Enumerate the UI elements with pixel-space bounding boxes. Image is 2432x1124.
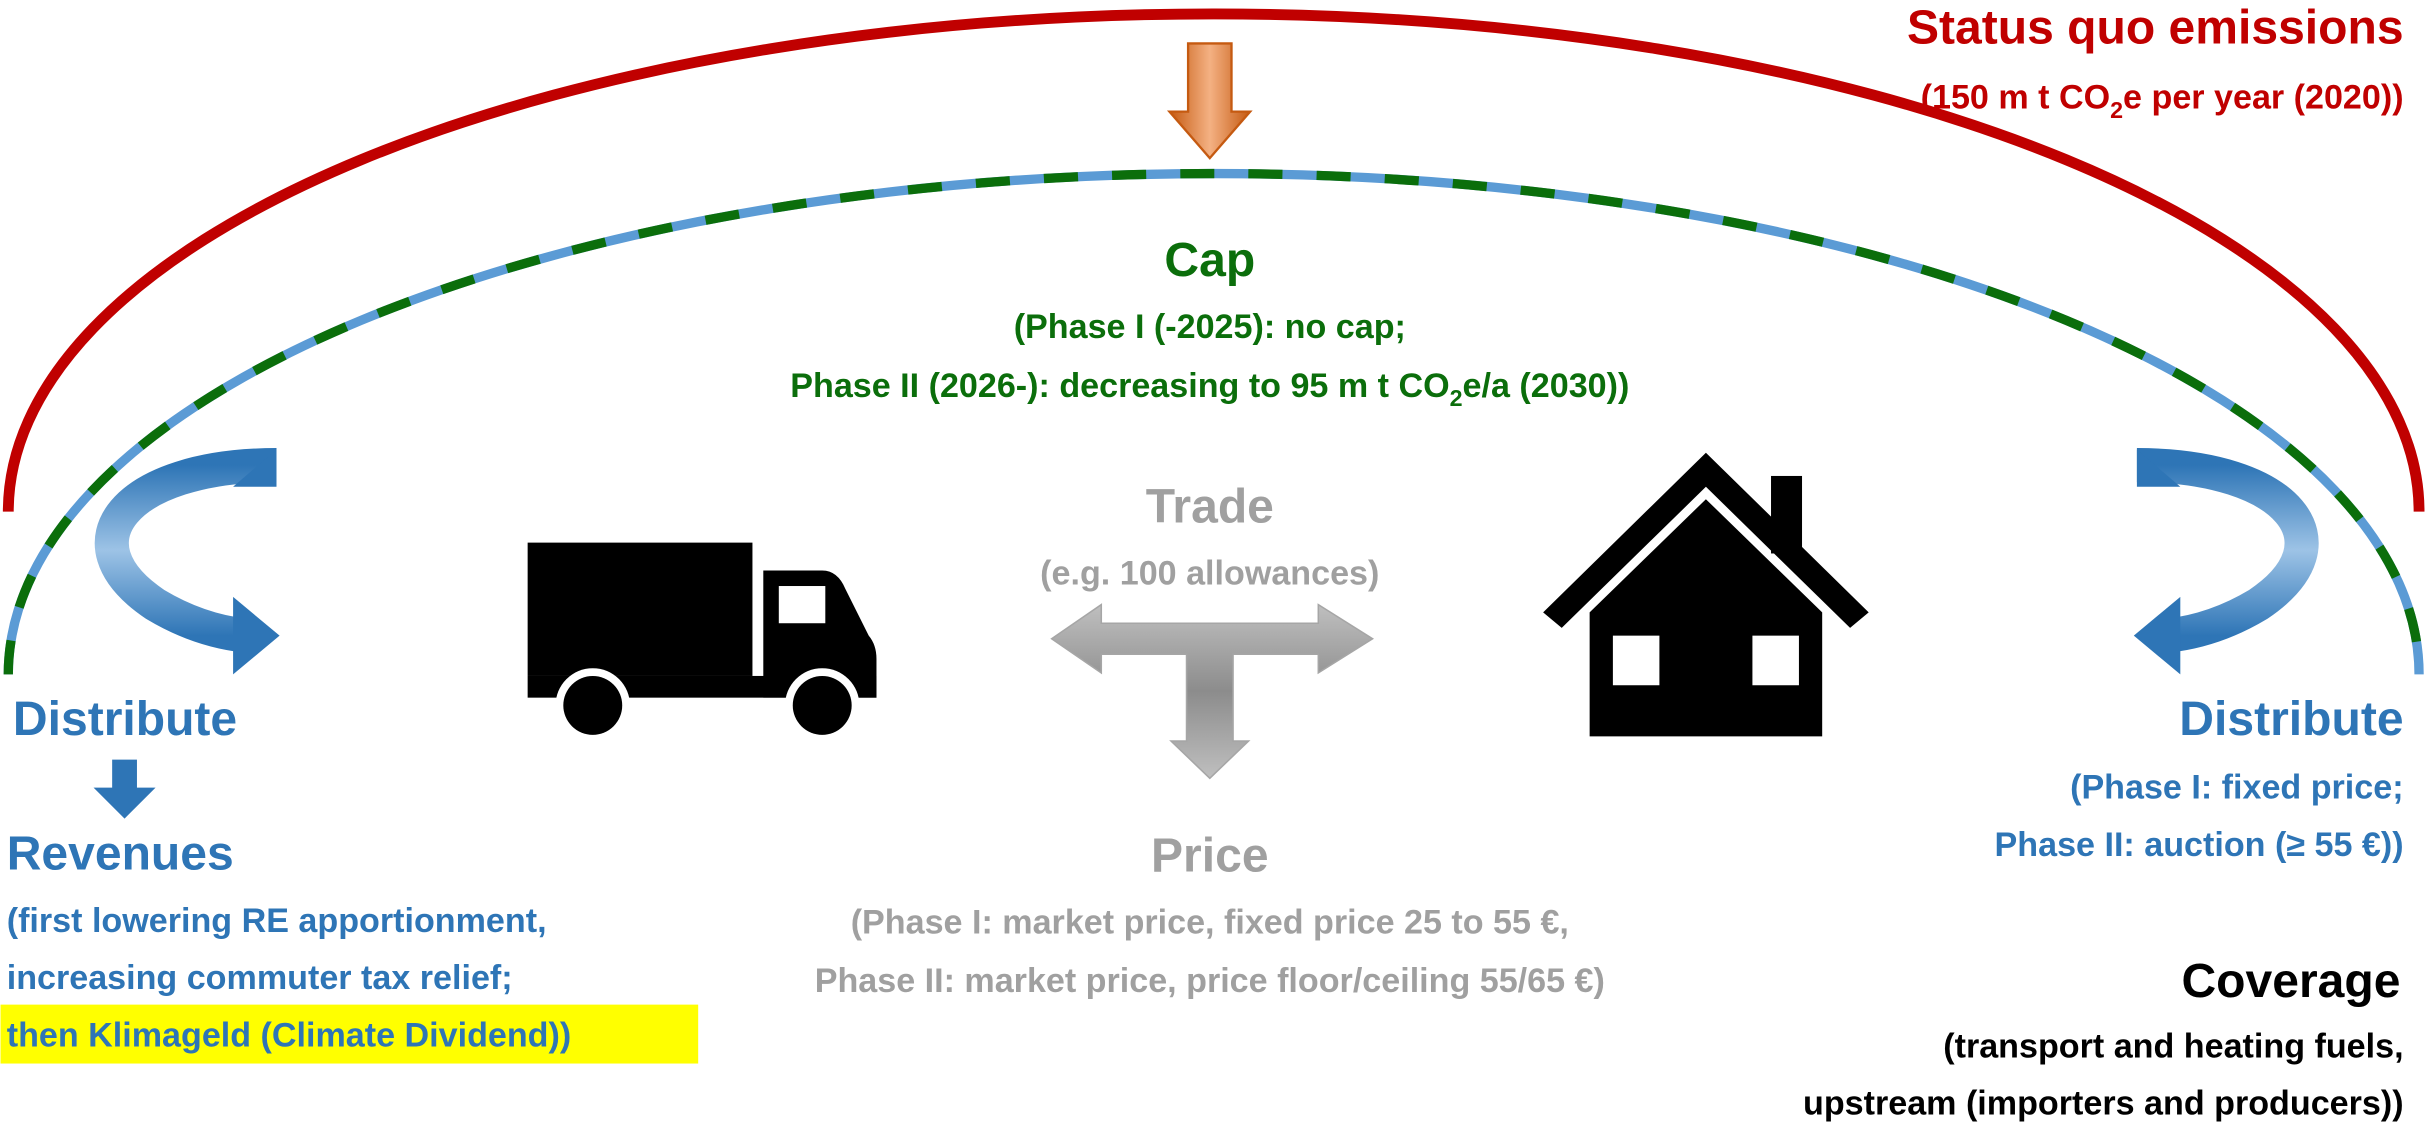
cap-arc-dash	[3, 168, 2424, 675]
price-title: Price	[1151, 828, 1269, 882]
price-line: Phase II: market price, price floor/ceil…	[815, 962, 1605, 1000]
coverage-title: Coverage	[2181, 954, 2400, 1008]
revenues-line: increasing commuter tax relief;	[7, 959, 513, 997]
trade-title: Trade	[1146, 479, 1274, 533]
revenues-line: (first lowering RE apportionment,	[7, 902, 547, 940]
price-line: (Phase I: market price, fixed price 25 t…	[851, 903, 1569, 941]
distribute-arrow-right	[2136, 448, 2319, 653]
arrow-tail	[2136, 449, 2181, 487]
distribute-right-line: Phase II: auction (≥ 55 €))	[1995, 826, 2404, 864]
distribute-left-title: Distribute	[13, 692, 237, 746]
coverage-line: (transport and heating fuels,	[1943, 1027, 2403, 1065]
truck-icon	[527, 542, 877, 743]
cap-line: (Phase I (-2025): no cap;	[1014, 308, 1406, 346]
trade-detail: (e.g. 100 allowances)	[1040, 554, 1379, 592]
highlight	[0, 1004, 699, 1064]
arrow-head	[233, 596, 280, 675]
cap-line: Phase II (2026-): decreasing to 95 m t C…	[790, 367, 1629, 411]
down-arrow	[93, 759, 156, 819]
revenues-title: Revenues	[7, 827, 234, 881]
status-quo-title: Status quo emissions	[1907, 0, 2404, 54]
status-quo-arc	[2, 8, 2425, 512]
house-icon	[1543, 452, 1869, 737]
arrow-head	[2133, 596, 2181, 675]
trade-arrow	[1050, 603, 1375, 780]
distribute-arrow-left	[94, 448, 277, 653]
coverage-line: upstream (importers and producers))	[1803, 1085, 2404, 1123]
cap-title: Cap	[1164, 233, 1255, 287]
status-quo-detail: (150 m t CO2e per year (2020))	[1921, 79, 2404, 123]
revenues-line: then Klimageld (Climate Dividend))	[7, 1016, 572, 1054]
reduction-arrow	[1166, 42, 1253, 160]
arrow-tail	[233, 449, 277, 487]
distribute-right-line: (Phase I: fixed price;	[2070, 768, 2403, 806]
distribute-right-title: Distribute	[2179, 692, 2403, 746]
